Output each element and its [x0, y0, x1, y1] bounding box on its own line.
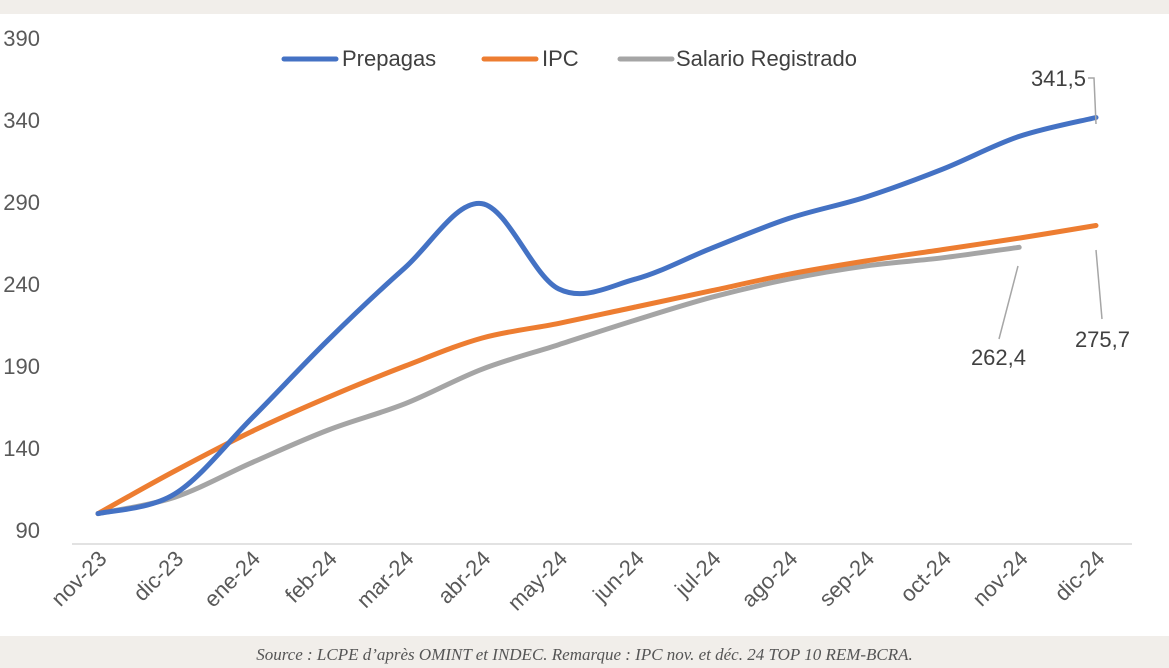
x-tick-label: jul-24	[669, 546, 725, 602]
leader-line-ipc	[1095, 249, 1103, 320]
source-caption: Source : LCPE d’après OMINT et INDEC. Re…	[256, 645, 913, 664]
y-tick-label: 290	[3, 190, 40, 215]
data-label-prepagas: 341,5	[1031, 66, 1086, 91]
data-labels-layer: 341,5 275,7 262,4	[971, 66, 1130, 370]
x-tick-label: oct-24	[895, 546, 956, 607]
series-line-ipc	[95, 223, 1099, 517]
x-tick-label: nov-24	[968, 546, 1033, 611]
y-tick-label: 90	[16, 518, 40, 543]
y-axis: 390 340 290 240 190 140 90	[3, 26, 40, 543]
x-tick-label: ago-24	[736, 546, 802, 612]
x-tick-label: ene-24	[199, 546, 265, 612]
x-tick-label: sep-24	[814, 546, 879, 611]
x-tick-label: may-24	[503, 546, 573, 616]
x-tick-label: dic-24	[1049, 546, 1109, 606]
line-chart: 390 340 290 240 190 140 90 nov-23 dic-23 ene-24 f…	[3, 26, 1132, 616]
y-tick-label: 340	[3, 108, 40, 133]
leader-line-salario-registrado	[998, 265, 1019, 340]
leader-line-prepagas	[1088, 77, 1097, 125]
chart-panel: 390 340 290 240 190 140 90 nov-23 dic-23 ene-24 f…	[0, 14, 1169, 636]
y-tick-label: 190	[3, 354, 40, 379]
legend-label-ipc: IPC	[542, 46, 579, 71]
series-line-prepagas	[95, 115, 1099, 517]
y-tick-label: 390	[3, 26, 40, 51]
x-tick-label: dic-23	[128, 546, 188, 606]
x-tick-label: feb-24	[280, 546, 342, 608]
legend-label-salario-registrado: Salario Registrado	[676, 46, 857, 71]
data-label-salario-registrado: 262,4	[971, 345, 1026, 370]
chart-legend: Prepagas IPC Salario Registrado	[281, 46, 857, 71]
x-tick-label: nov-23	[46, 546, 111, 611]
x-axis: nov-23 dic-23 ene-24 feb-24 mar-24 abr-24 may-…	[46, 543, 1132, 616]
series-layer	[95, 115, 1099, 517]
x-tick-label: mar-24	[352, 546, 419, 613]
y-tick-label: 140	[3, 436, 40, 461]
data-label-ipc: 275,7	[1075, 327, 1130, 352]
series-line-salario-registrado	[95, 244, 1022, 517]
legend-label-prepagas: Prepagas	[342, 46, 436, 71]
y-tick-label: 240	[3, 272, 40, 297]
x-tick-label: abr-24	[433, 546, 496, 609]
x-tick-label: jun-24	[587, 546, 649, 608]
